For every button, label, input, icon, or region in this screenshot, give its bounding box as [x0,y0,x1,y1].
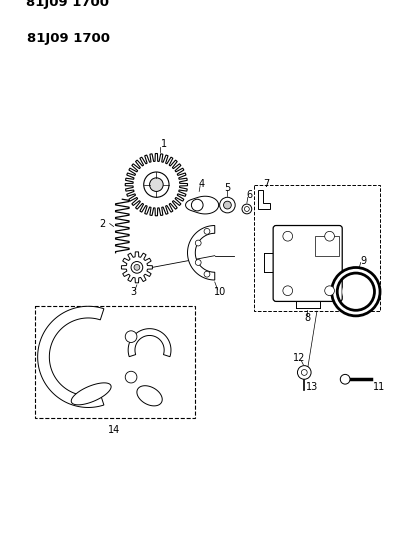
Polygon shape [258,190,270,209]
Text: 10: 10 [213,287,226,297]
Circle shape [144,172,169,197]
Bar [35,306,195,418]
Circle shape [297,366,311,379]
Polygon shape [185,196,219,214]
Text: 11: 11 [373,382,385,392]
Circle shape [192,199,203,211]
Text: 7: 7 [263,179,269,189]
Text: 9: 9 [360,255,367,265]
Text: 81J09 1700: 81J09 1700 [26,0,109,9]
Circle shape [325,231,335,241]
Circle shape [244,207,249,212]
Text: 2: 2 [100,219,106,229]
Text: 14: 14 [108,425,121,435]
FancyBboxPatch shape [273,225,342,302]
Text: 5: 5 [224,183,231,192]
Text: 6: 6 [247,190,253,200]
Text: 8: 8 [304,313,310,323]
Circle shape [342,278,370,305]
Circle shape [220,197,235,213]
Circle shape [131,262,143,273]
Text: 4: 4 [199,179,205,189]
Circle shape [283,286,293,296]
Circle shape [195,240,201,246]
Text: 12: 12 [293,353,306,363]
Circle shape [340,374,350,384]
Polygon shape [315,236,339,256]
Text: 3: 3 [130,287,136,297]
Circle shape [204,271,210,277]
Circle shape [242,204,252,214]
Circle shape [224,201,231,209]
Circle shape [195,260,201,265]
Circle shape [134,264,140,270]
Polygon shape [37,306,104,407]
Circle shape [204,229,210,235]
Polygon shape [187,225,215,280]
Circle shape [150,178,163,191]
Circle shape [283,231,293,241]
Polygon shape [128,329,171,357]
Text: 1: 1 [161,139,167,149]
Polygon shape [122,252,152,283]
Text: 81J09 1700: 81J09 1700 [27,32,110,45]
Polygon shape [137,386,162,406]
Bar [254,184,380,311]
Circle shape [125,331,137,343]
Circle shape [301,369,307,375]
Circle shape [325,286,335,296]
Circle shape [125,372,137,383]
Text: 13: 13 [306,382,318,392]
Polygon shape [71,383,111,405]
Polygon shape [125,154,187,216]
